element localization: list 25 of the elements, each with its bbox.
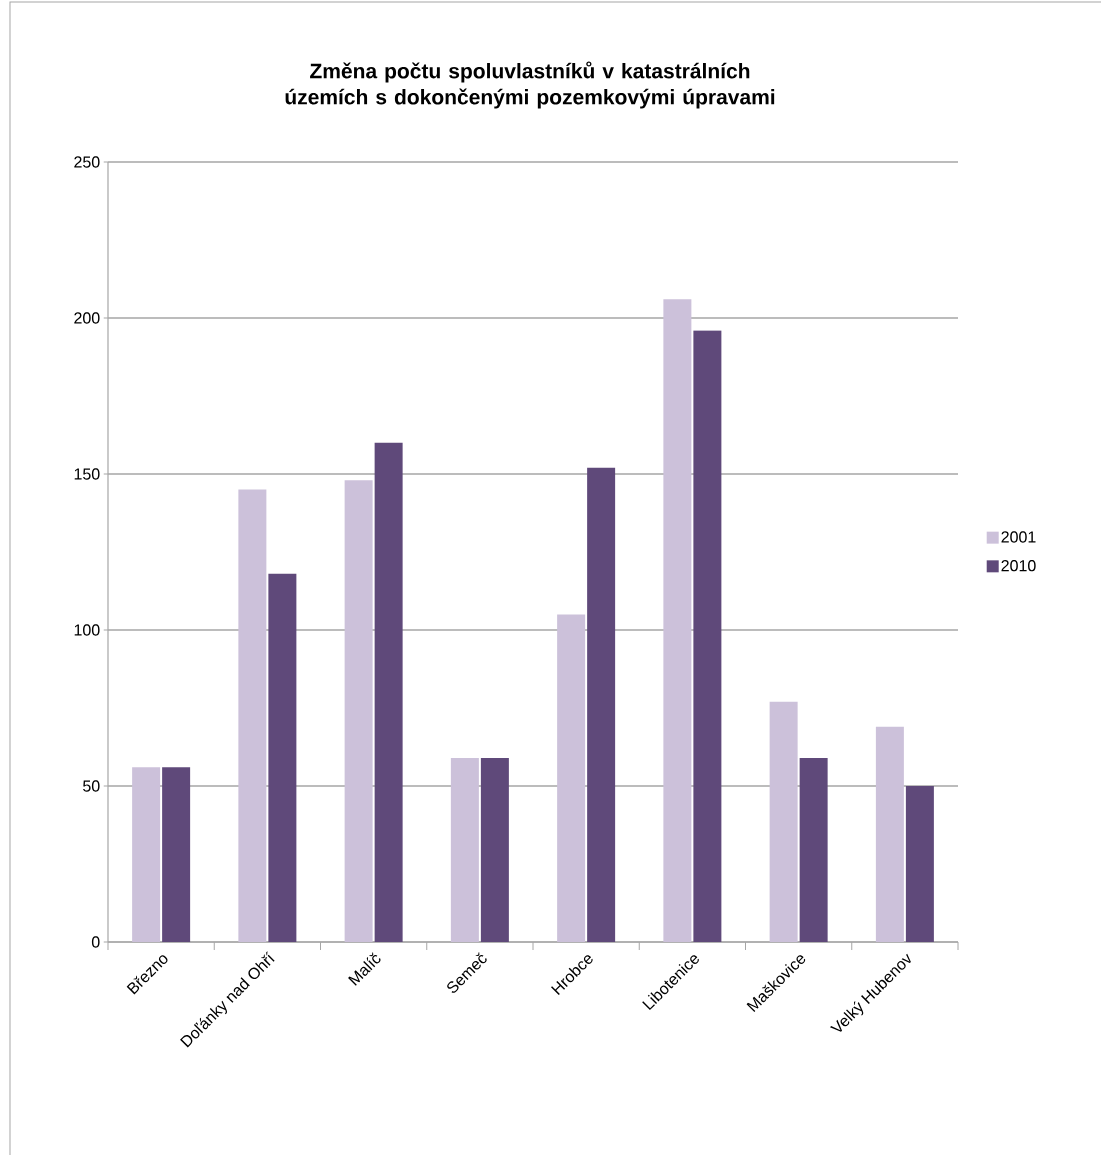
y-tick-label: 50 [83,780,100,792]
y-tick-label: 100 [74,624,100,636]
bar [557,614,586,942]
bar [344,480,373,942]
chart-title: Změna počtu spoluvlastníků v katastrálních územích s dokončenými pozemkovými úpravami [285,61,775,109]
legend-label: 2010 [1001,560,1036,572]
bar [663,299,692,942]
bar [238,489,267,942]
bar [162,767,191,942]
bar [875,726,904,942]
bar [132,767,161,942]
bar [450,757,479,942]
bar [769,701,798,942]
y-tick-label: 250 [74,156,100,168]
bar [374,442,403,942]
y-tick-label: 200 [74,312,100,324]
bar [693,330,722,942]
bar [480,757,509,942]
bar [268,573,297,942]
bar [799,757,828,942]
y-tick-label: 150 [74,468,100,480]
bar [587,467,616,942]
legend-label: 2001 [1001,531,1036,543]
bar [905,785,934,942]
y-tick-label: 0 [91,936,100,948]
